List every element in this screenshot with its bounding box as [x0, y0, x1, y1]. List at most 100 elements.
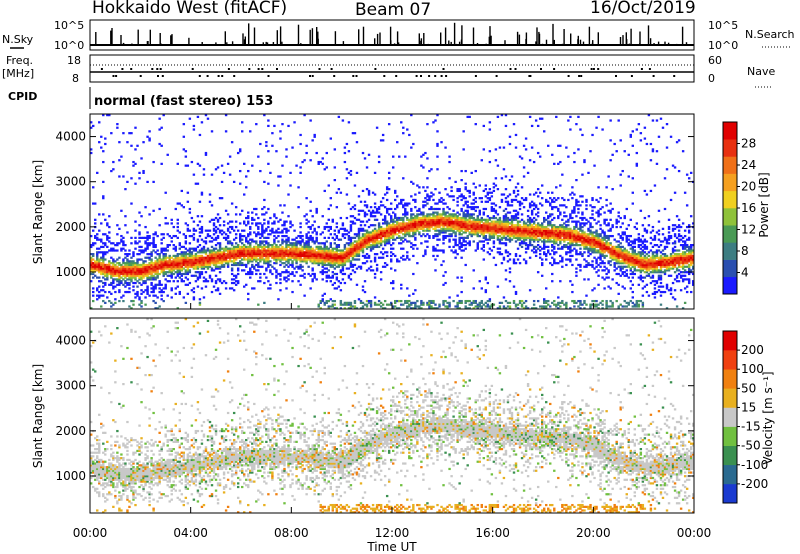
heatmap-cell	[385, 207, 389, 211]
heatmap-cell	[148, 213, 151, 216]
heatmap-cell	[524, 262, 528, 265]
heatmap-cell	[551, 213, 554, 216]
heatmap-cell	[394, 220, 397, 223]
heatmap-cell	[317, 242, 320, 245]
heatmap-cell	[478, 213, 481, 216]
heatmap-cell	[136, 290, 139, 294]
heatmap-cell	[331, 265, 335, 268]
heatmap-cell	[526, 215, 530, 218]
heatmap-cell	[259, 222, 262, 225]
heatmap-cell	[90, 262, 93, 265]
heatmap-cell	[383, 236, 387, 239]
heatmap-cell	[236, 254, 240, 258]
heatmap-cell	[329, 204, 332, 207]
heatmap-cell	[408, 202, 411, 205]
heatmap-cell	[470, 213, 473, 216]
heatmap-cell	[269, 287, 272, 290]
heatmap-cell	[311, 215, 314, 218]
heatmap-cell	[309, 287, 312, 290]
heatmap-cell	[134, 265, 137, 268]
heatmap-cell	[118, 227, 121, 230]
heatmap-cell	[327, 276, 330, 279]
heatmap-cell	[94, 242, 97, 245]
freq-bottom-tick: 8	[72, 72, 79, 85]
heatmap-cell	[116, 123, 119, 126]
heatmap-cell	[514, 240, 518, 243]
heatmap-cell	[216, 287, 220, 290]
heatmap-cell	[194, 271, 198, 274]
heatmap-cell	[212, 229, 216, 232]
heatmap-cell	[216, 262, 220, 265]
heatmap-cell	[166, 274, 169, 277]
heatmap-cell	[488, 197, 492, 200]
heatmap-cell	[480, 231, 483, 234]
heatmap-cell	[396, 204, 399, 207]
freq-dot	[434, 75, 437, 77]
heatmap-cell	[349, 265, 353, 268]
heatmap-cell	[498, 251, 502, 254]
heatmap-cell	[486, 229, 490, 232]
heatmap-cell	[132, 299, 135, 303]
heatmap-cell	[271, 272, 274, 276]
heatmap-cell	[267, 207, 270, 211]
heatmap-cell	[414, 244, 417, 247]
heatmap-cell	[245, 186, 248, 189]
heatmap-cell	[472, 227, 475, 230]
heatmap-cell	[128, 271, 131, 274]
heatmap-cell	[291, 224, 294, 227]
heatmap-cell	[122, 299, 125, 303]
heatmap-cell	[114, 244, 117, 247]
heatmap-cell	[369, 233, 373, 236]
heatmap-cell	[247, 247, 250, 250]
heatmap-cell	[138, 253, 141, 256]
heatmap-cell	[464, 225, 467, 229]
heatmap-cell	[245, 265, 248, 268]
heatmap-cell	[385, 251, 389, 254]
heatmap-cell	[478, 220, 481, 223]
heatmap-cell	[303, 272, 306, 276]
heatmap-cell	[361, 307, 365, 310]
heatmap-cell	[520, 231, 524, 234]
heatmap-cell	[383, 238, 387, 241]
heatmap-cell	[271, 229, 274, 232]
heatmap-cell	[524, 137, 528, 140]
heatmap-cell	[402, 204, 405, 207]
heatmap-cell	[110, 262, 113, 265]
heatmap-cell	[323, 225, 326, 229]
heatmap-cell	[190, 253, 194, 256]
heatmap-cell	[220, 260, 224, 263]
heatmap-cell	[506, 238, 510, 241]
heatmap-cell	[134, 292, 137, 295]
heatmap-cell	[194, 229, 198, 232]
heatmap-cell	[194, 256, 198, 259]
heatmap-cell	[232, 229, 236, 232]
heatmap-cell	[190, 256, 194, 259]
heatmap-cell	[321, 298, 324, 301]
heatmap-cell	[234, 213, 238, 216]
heatmap-cell	[536, 188, 540, 191]
heatmap-cell	[134, 272, 137, 276]
heatmap-cell	[287, 193, 290, 196]
heatmap-cell	[369, 305, 373, 308]
heatmap-cell	[422, 213, 425, 216]
heatmap-cell	[94, 267, 97, 270]
heatmap-cell	[92, 242, 95, 245]
heatmap-cell	[325, 301, 328, 304]
heatmap-cell	[359, 301, 363, 304]
heatmap-cell	[118, 289, 121, 292]
heatmap-cell	[150, 263, 153, 267]
heatmap-cell	[502, 258, 506, 261]
heatmap-cell	[263, 258, 266, 261]
heatmap-cell	[329, 253, 332, 256]
heatmap-cell	[404, 211, 407, 214]
heatmap-cell	[394, 233, 397, 236]
heatmap-cell	[224, 262, 228, 265]
heatmap-cell	[472, 182, 475, 185]
heatmap-cell	[379, 251, 383, 254]
heatmap-cell	[474, 227, 477, 230]
heatmap-cell	[464, 301, 467, 304]
heatmap-cell	[210, 245, 214, 249]
heatmap-cell	[367, 267, 371, 270]
heatmap-cell	[313, 133, 316, 137]
heatmap-cell	[148, 256, 151, 259]
